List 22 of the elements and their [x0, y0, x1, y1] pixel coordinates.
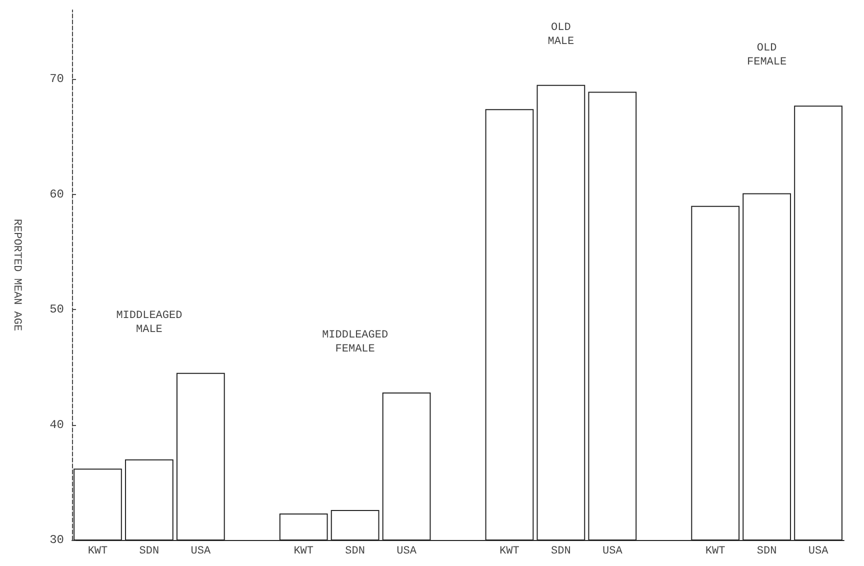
- x-tick-label: KWT: [294, 546, 314, 558]
- y-tick-label: 60: [50, 187, 64, 202]
- x-tick-label: KWT: [705, 546, 726, 558]
- annotation: OLD MALE: [548, 22, 575, 48]
- y-tick-label: 30: [50, 533, 64, 547]
- x-tick-label: KWT: [500, 546, 520, 558]
- y-tick-label: 50: [50, 302, 64, 317]
- x-tick-label: SDN: [139, 546, 160, 558]
- x-tick-label: USA: [602, 546, 623, 558]
- y-tick-label: 70: [50, 72, 64, 86]
- x-tick-label: USA: [396, 546, 417, 558]
- x-tick-label: SDN: [756, 546, 777, 558]
- y-tick-label: 40: [50, 418, 64, 432]
- x-tick-label: KWT: [88, 546, 108, 558]
- x-tick-label: USA: [808, 546, 829, 558]
- x-tick-label: SDN: [551, 546, 571, 558]
- x-tick-label: USA: [190, 546, 211, 558]
- annotation: MIDDLEAGED MALE: [116, 310, 183, 336]
- annotation: OLD FEMALE: [746, 42, 787, 69]
- x-tick-label: SDN: [345, 546, 365, 558]
- y-axis-title: REPORTED MEAN AGE: [10, 218, 22, 332]
- annotation: MIDDLEAGED FEMALE: [322, 330, 388, 356]
